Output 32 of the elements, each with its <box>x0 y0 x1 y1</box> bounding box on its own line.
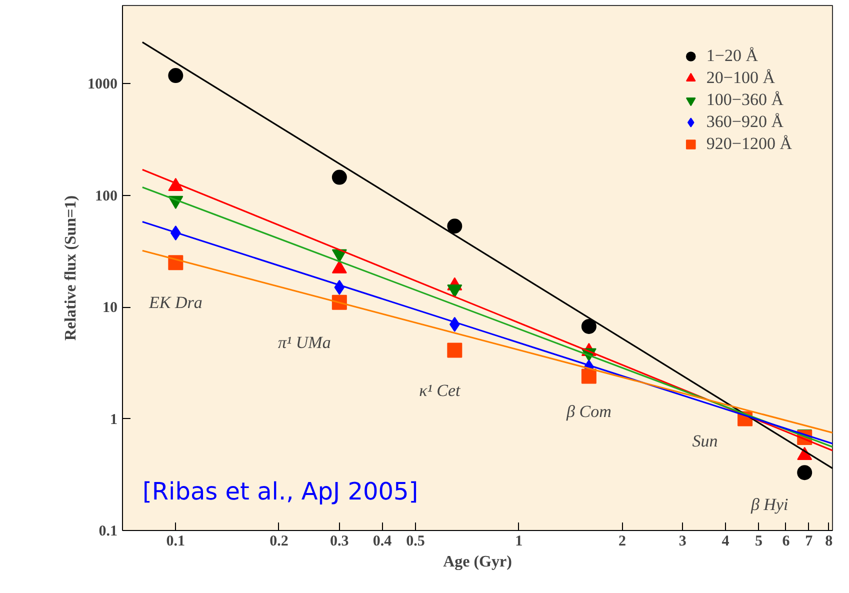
x-tick-label: 0.2 <box>270 534 288 550</box>
x-axis-title: Age (Gyr) <box>443 554 512 570</box>
x-tick-label: 0.1 <box>166 534 186 550</box>
legend-label: 920−1200 Å <box>706 134 792 154</box>
legend-label: 360−920 Å <box>706 112 784 132</box>
x-tick-label: 3 <box>678 534 686 550</box>
annotation: Sun <box>692 431 718 450</box>
annotation: [Ribas et al., ApJ 2005] <box>142 478 418 506</box>
x-tick-label: 0.5 <box>406 534 425 550</box>
annotation: π¹ UMa <box>278 332 331 352</box>
x-tick-label: 7 <box>805 534 814 550</box>
x-tick-label: 8 <box>825 534 833 550</box>
y-tick-label: 10 <box>102 300 118 316</box>
legend-label: 20−100 Å <box>706 68 775 88</box>
y-tick-label: 1000 <box>88 76 118 93</box>
x-tick-label: 0.3 <box>330 534 349 550</box>
y-tick-label: 100 <box>95 188 118 204</box>
x-tick-label: 4 <box>722 534 730 550</box>
x-tick-label: 1 <box>515 534 523 550</box>
y-tick-label: 1 <box>110 412 118 428</box>
annotation: EK Dra <box>148 293 202 312</box>
x-tick-label: 2 <box>618 534 626 550</box>
y-tick-label: 0.1 <box>98 524 118 540</box>
x-tick-label: 5 <box>755 534 763 550</box>
annotation: β Com <box>566 402 612 421</box>
legend-label: 100−360 Å <box>706 90 784 110</box>
y-axis-title: Relative flux (Sun=1) <box>62 195 80 341</box>
x-tick-label: 6 <box>782 534 790 550</box>
x-tick-label: 0.4 <box>372 534 392 550</box>
annotation: κ¹ Cet <box>419 380 462 400</box>
legend-label: 1−20 Å <box>706 46 758 66</box>
annotation: β Hyi <box>750 495 789 514</box>
